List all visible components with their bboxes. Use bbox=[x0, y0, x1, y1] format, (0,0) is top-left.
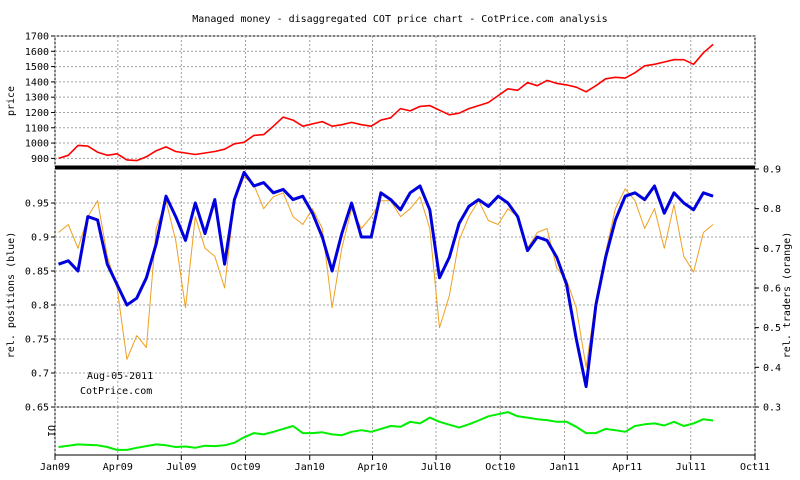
price-y-tick-label: 1500 bbox=[25, 62, 49, 73]
watermark-date: Aug-05-2011 bbox=[87, 371, 153, 382]
relative-y-tick-label-right: 0.3 bbox=[763, 403, 781, 414]
relative-y-tick-label-right: 0.9 bbox=[763, 165, 781, 176]
relative-ylabel-right: rel. traders (orange) bbox=[782, 232, 793, 358]
watermark-site: CotPrice.com bbox=[80, 386, 152, 397]
oi-panel-frame bbox=[54, 406, 756, 456]
relative-y-tick-label-left: 0.7 bbox=[31, 369, 49, 380]
price-y-tick-label: 1000 bbox=[25, 139, 49, 150]
x-tick-label: Apr11 bbox=[612, 462, 642, 473]
rel-positions-line bbox=[58, 170, 714, 389]
oi-line bbox=[58, 411, 714, 451]
price-y-tick-label: 900 bbox=[31, 154, 49, 165]
price-y-tick-label: 1300 bbox=[25, 93, 49, 104]
relative-y-tick-label-left: 0.65 bbox=[25, 403, 49, 414]
relative-y-tick-label-left: 0.75 bbox=[25, 335, 49, 346]
price-panel-frame bbox=[54, 35, 756, 167]
price-y-tick-label: 1700 bbox=[25, 32, 49, 43]
price-ylabel: price bbox=[6, 86, 17, 116]
x-tick-label: Oct10 bbox=[485, 462, 515, 473]
oi-ylabel: OI bbox=[45, 425, 56, 437]
relative-y-tick-label-right: 0.5 bbox=[763, 323, 781, 334]
relative-y-tick-label-left: 0.9 bbox=[31, 233, 49, 244]
x-tick-label: Jul10 bbox=[421, 462, 451, 473]
price-y-tick-label: 1100 bbox=[25, 123, 49, 134]
x-tick-label: Apr09 bbox=[103, 462, 133, 473]
relative-y-tick-label-left: 0.8 bbox=[31, 301, 49, 312]
grid-layer bbox=[54, 35, 756, 455]
x-tick-label: Apr10 bbox=[357, 462, 387, 473]
x-tick-label: Jan11 bbox=[549, 462, 579, 473]
relative-y-tick-label-right: 0.6 bbox=[763, 284, 781, 295]
relative-y-tick-label-left: 0.85 bbox=[25, 267, 49, 278]
price-y-tick-label: 1400 bbox=[25, 77, 49, 88]
chart-title: Managed money - disaggregated COT price … bbox=[192, 14, 607, 25]
relative-y-tick-label-right: 0.8 bbox=[763, 204, 781, 215]
price-y-tick-label: 1600 bbox=[25, 47, 49, 58]
price-y-tick-label: 1200 bbox=[25, 108, 49, 119]
relative-y-tick-label-right: 0.4 bbox=[763, 363, 781, 374]
series-layer bbox=[58, 43, 714, 451]
x-tick-label: Jan10 bbox=[295, 462, 325, 473]
relative-y-tick-label-right: 0.7 bbox=[763, 244, 781, 255]
price-line bbox=[58, 43, 714, 162]
x-tick-label: Jul09 bbox=[166, 462, 196, 473]
x-tick-label: Jan09 bbox=[40, 462, 70, 473]
x-tick-label: Jul11 bbox=[676, 462, 706, 473]
relative-y-tick-label-left: 0.95 bbox=[25, 199, 49, 210]
x-tick-label: Oct11 bbox=[740, 462, 770, 473]
tick-layer: Jan09 Apr09 Jul09 Oct09 Jan10 Apr10 Jul10 Oct10… bbox=[25, 32, 781, 474]
relative-ylabel-left: rel. positions (blue) bbox=[6, 232, 17, 358]
x-tick-label: Oct09 bbox=[230, 462, 260, 473]
